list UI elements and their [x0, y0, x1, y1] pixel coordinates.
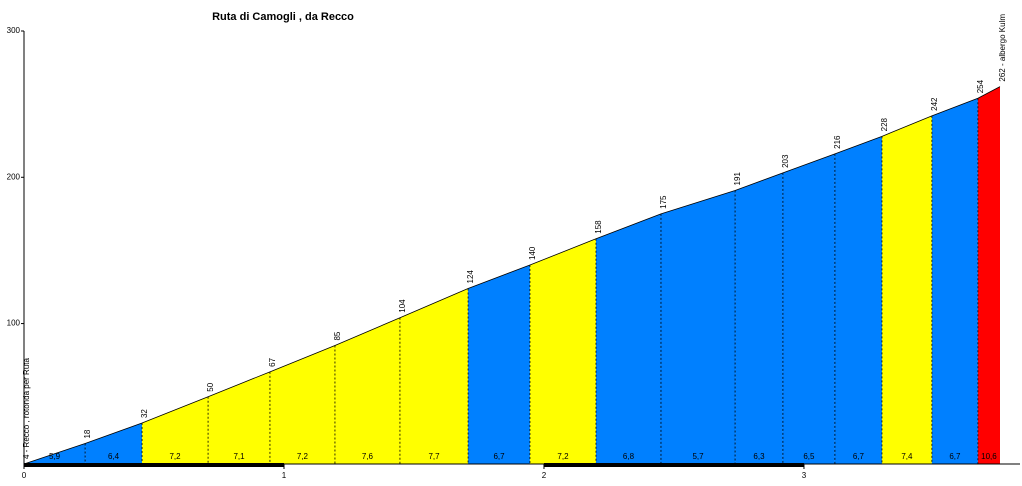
chart-title: Ruta di Camogli , da Recco [212, 11, 354, 23]
gradient-segment [208, 371, 270, 464]
gradient-label: 6,7 [493, 452, 505, 461]
gradient-segment [529, 238, 596, 464]
gradient-label: 6,8 [623, 452, 635, 461]
profile-line [23, 86, 1001, 465]
x-tick-label: 1 [282, 471, 287, 480]
elevation-label: 85 [333, 331, 342, 340]
gradient-segment [468, 265, 530, 464]
elevation-label: 216 [833, 135, 842, 149]
y-tick-label: 100 [7, 319, 21, 328]
x-tick-label: 2 [542, 471, 547, 480]
gradient-segment [595, 213, 661, 464]
gradient-segment [660, 190, 736, 464]
gradient-label: 7,6 [362, 452, 374, 461]
km-bar [24, 463, 284, 467]
gradient-label: 7,7 [428, 452, 440, 461]
elevation-label: 67 [268, 357, 277, 366]
elevation-label: 32 [140, 409, 149, 418]
gradient-label: 6,7 [853, 452, 865, 461]
elevation-label: 18 [83, 429, 92, 438]
gradient-label: 7,1 [233, 452, 245, 461]
gradient-segment [735, 172, 783, 464]
gradient-label: 6,3 [753, 452, 765, 461]
elevation-label: 50 [206, 382, 215, 391]
elevation-label: 158 [594, 220, 603, 234]
elevation-label: 228 [880, 117, 889, 131]
gradient-label: 6,7 [949, 452, 961, 461]
gradient-label: 6,5 [803, 452, 815, 461]
gradient-label: 7,4 [901, 452, 913, 461]
elevation-label: 140 [528, 246, 537, 260]
gradient-segment [834, 136, 882, 464]
gradient-segment [334, 317, 400, 464]
elevation-label: 4 - Recco , rotonda per Ruta [22, 358, 31, 459]
y-tick-label: 300 [7, 26, 21, 35]
elevation-label: 175 [659, 195, 668, 209]
gradient-segment [269, 345, 335, 464]
elevation-label: 262 - albergo Kulm [998, 14, 1007, 82]
gradient-label: 7,2 [297, 452, 309, 461]
elevation-label: 104 [398, 299, 407, 313]
gradient-label: 6,4 [108, 452, 120, 461]
km-bar [543, 463, 804, 467]
x-tick-label: 0 [22, 471, 27, 480]
gradient-segment [399, 288, 469, 464]
gradient-segment [881, 115, 932, 464]
elevation-label: 203 [781, 154, 790, 168]
gradient-segment [931, 98, 978, 465]
gradient-segment [782, 153, 835, 465]
gradient-label: 7,2 [169, 452, 181, 461]
gradient-label: 10,6 [981, 452, 997, 461]
elevation-label: 191 [733, 172, 742, 186]
gradient-label: 5,7 [692, 452, 704, 461]
elevation-label: 124 [466, 270, 475, 284]
elevation-label: 254 [976, 79, 985, 93]
gradient-segment [85, 423, 143, 464]
gradient-segment [977, 86, 1000, 465]
x-tick-label: 3 [802, 471, 807, 480]
gradient-label: 5,9 [49, 452, 61, 461]
gradient-label: 7,2 [557, 452, 569, 461]
gradient-segment [142, 396, 209, 464]
elevation-label: 242 [930, 97, 939, 111]
y-tick-label: 200 [7, 172, 21, 181]
